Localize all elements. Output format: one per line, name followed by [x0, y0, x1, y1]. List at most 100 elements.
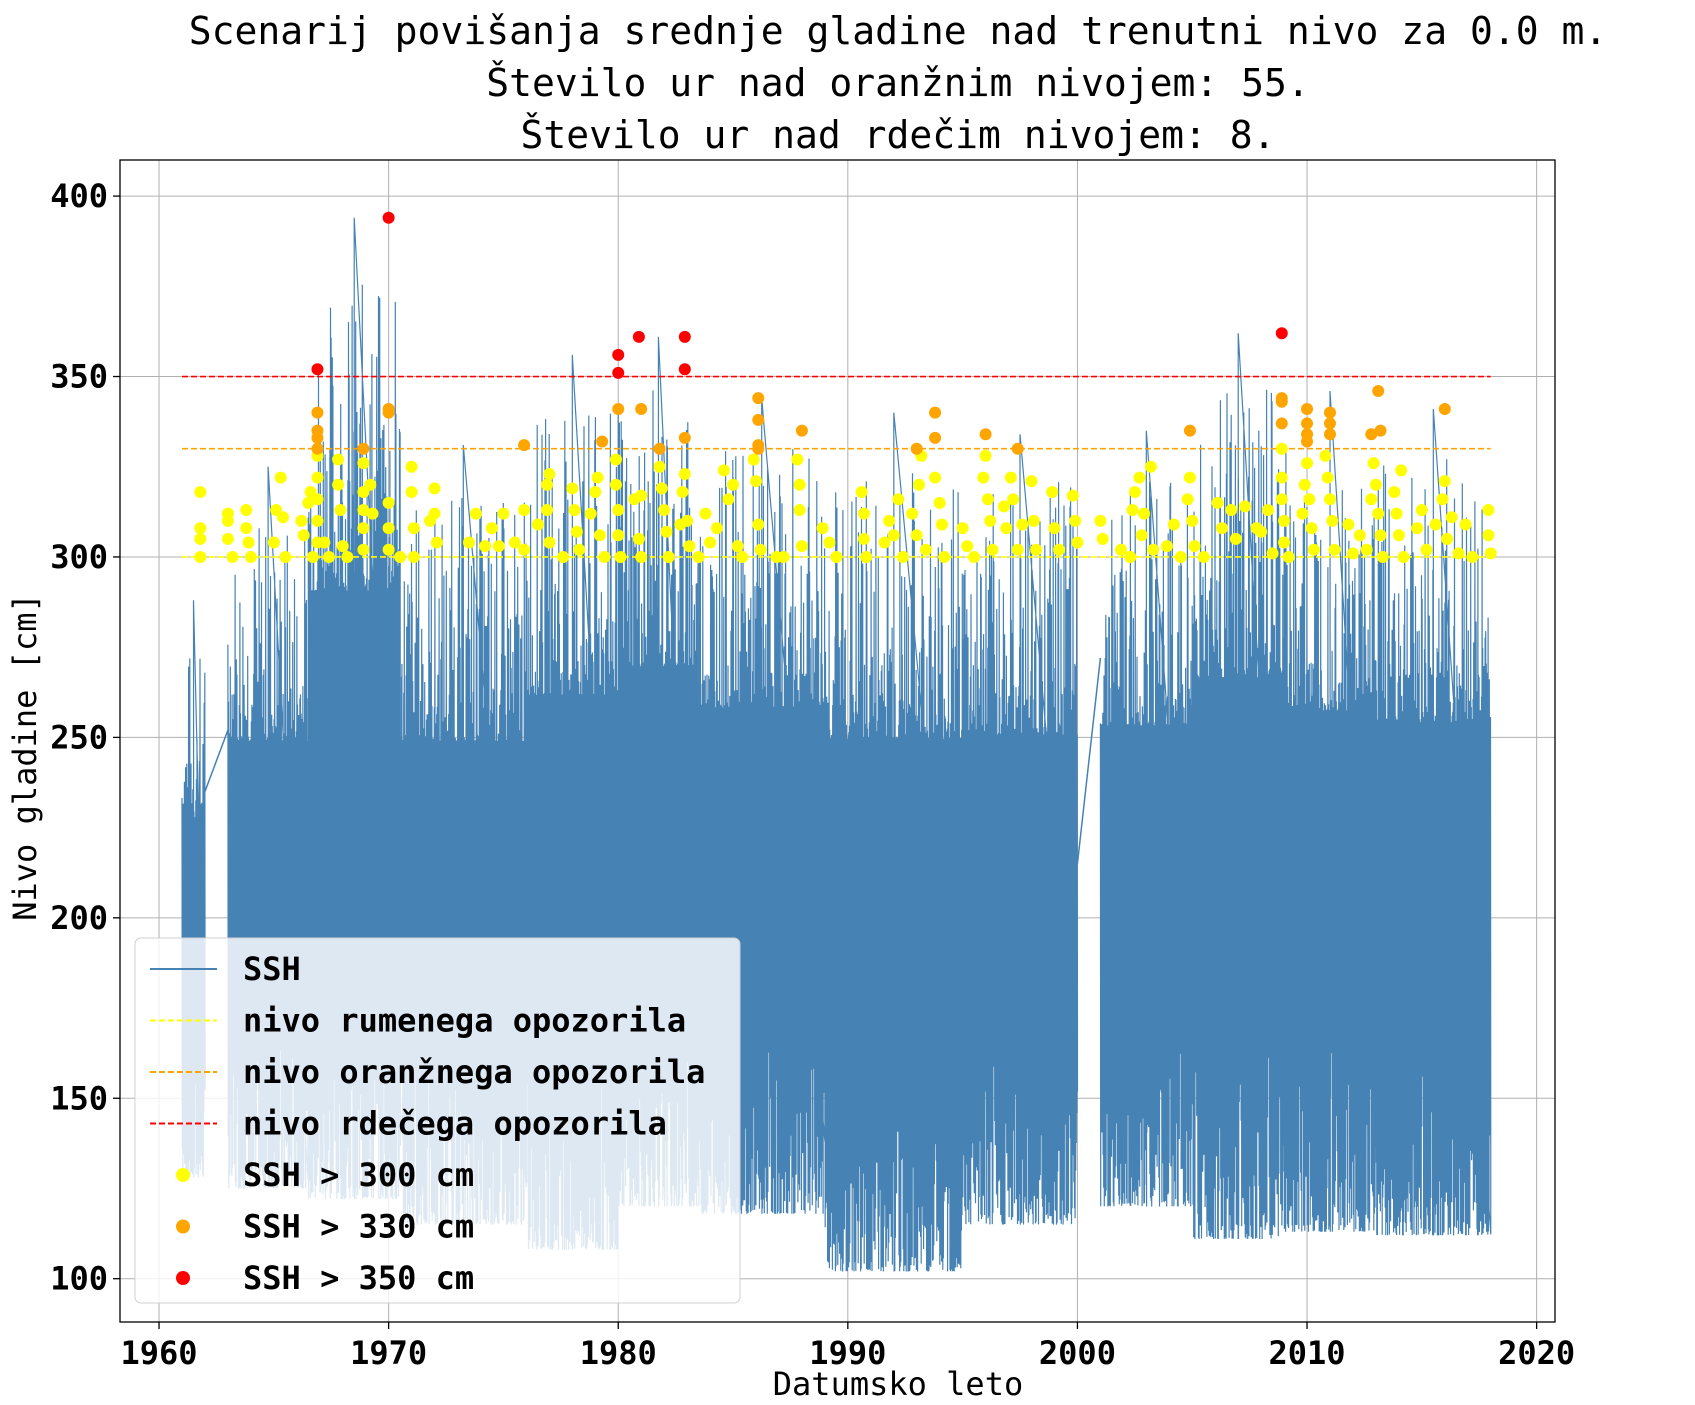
- marker-yellow: [366, 507, 379, 520]
- marker-yellow: [1115, 543, 1128, 556]
- marker-yellow: [919, 543, 932, 556]
- marker-yellow: [956, 522, 969, 535]
- y-tick-label: 200: [50, 899, 108, 937]
- plot-border: [119, 159, 1556, 1323]
- marker-orange: [979, 428, 992, 441]
- marker-yellow: [244, 550, 257, 563]
- marker-yellow: [357, 457, 370, 470]
- marker-yellow: [1126, 504, 1139, 517]
- marker-yellow: [855, 486, 868, 498]
- exceedance-markers: [194, 211, 1497, 563]
- marker-yellow: [929, 471, 942, 484]
- marker-yellow: [1266, 547, 1279, 560]
- chart-title-line-1: Scenarij povišanja srednje gladine nad t…: [189, 9, 1607, 53]
- marker-yellow: [1011, 543, 1024, 556]
- plot-frame: [119, 159, 1556, 1323]
- marker-yellow: [1216, 522, 1229, 535]
- marker-yellow: [878, 536, 891, 549]
- marker-yellow: [1000, 522, 1013, 535]
- marker-yellow: [221, 532, 234, 545]
- marker-orange: [596, 435, 609, 448]
- marker-yellow: [267, 536, 280, 549]
- marker-yellow: [1053, 543, 1066, 556]
- marker-yellow: [1069, 514, 1082, 527]
- marker-yellow: [1048, 522, 1061, 535]
- marker-yellow: [573, 543, 586, 556]
- marker-yellow: [614, 550, 627, 563]
- marker-yellow: [984, 514, 997, 527]
- marker-orange: [1365, 428, 1378, 441]
- marker-orange: [795, 424, 808, 437]
- marker-yellow: [910, 529, 923, 542]
- marker-yellow: [240, 504, 253, 517]
- marker-yellow: [194, 522, 207, 535]
- marker-orange: [1301, 403, 1314, 415]
- marker-orange: [1011, 442, 1024, 455]
- marker-yellow: [589, 486, 602, 498]
- x-tick-label: 1960: [121, 1334, 198, 1372]
- marker-yellow: [1188, 540, 1201, 553]
- marker-yellow: [793, 478, 806, 491]
- marker-yellow: [717, 464, 730, 477]
- marker-orange: [1323, 417, 1336, 430]
- legend-marker: [176, 1271, 190, 1285]
- marker-yellow: [1307, 543, 1320, 556]
- marker-yellow: [1282, 550, 1295, 563]
- marker-yellow: [678, 467, 691, 480]
- marker-yellow: [1411, 522, 1424, 535]
- marker-yellow: [857, 507, 870, 520]
- marker-yellow: [1016, 518, 1029, 531]
- marker-yellow: [1420, 543, 1433, 556]
- marker-yellow: [635, 550, 648, 563]
- marker-yellow: [1275, 493, 1288, 506]
- marker-yellow: [357, 504, 370, 517]
- marker-orange: [635, 403, 648, 415]
- marker-yellow: [1376, 550, 1389, 563]
- marker-yellow: [543, 467, 556, 480]
- marker-yellow: [699, 507, 712, 520]
- marker-yellow: [986, 543, 999, 556]
- marker-yellow: [1278, 536, 1291, 549]
- marker-yellow: [938, 550, 951, 563]
- marker-yellow: [747, 453, 760, 466]
- marker-yellow: [1459, 518, 1472, 531]
- marker-yellow: [430, 536, 443, 549]
- marker-orange: [752, 442, 765, 455]
- marker-orange: [357, 442, 370, 455]
- x-tick-label: 2010: [1269, 1334, 1346, 1372]
- marker-yellow: [311, 471, 324, 484]
- marker-yellow: [635, 489, 648, 502]
- marker-yellow: [1211, 496, 1224, 509]
- marker-yellow: [598, 550, 611, 563]
- marker-yellow: [382, 522, 395, 535]
- marker-yellow: [570, 525, 583, 538]
- legend: SSH nivo rumenega opozorila nivo oranžnega…: [134, 937, 741, 1304]
- marker-yellow: [1296, 507, 1309, 520]
- marker-orange: [1275, 417, 1288, 430]
- marker-yellow: [968, 550, 981, 563]
- marker-yellow: [1229, 532, 1242, 545]
- marker-yellow: [469, 507, 482, 520]
- marker-yellow: [1027, 514, 1040, 527]
- marker-yellow: [1482, 504, 1495, 517]
- marker-yellow: [660, 525, 673, 538]
- marker-yellow: [508, 536, 521, 549]
- marker-orange: [1438, 403, 1451, 415]
- ssh-segment: [307, 217, 401, 1200]
- marker-yellow: [295, 514, 308, 527]
- y-tick-label: 250: [50, 718, 108, 756]
- marker-yellow: [1124, 550, 1137, 563]
- y-tick-label: 400: [50, 177, 108, 215]
- marker-yellow: [655, 482, 668, 495]
- marker-orange: [752, 392, 765, 405]
- legend-label: nivo oranžnega opozorila: [243, 1053, 705, 1091]
- marker-yellow: [405, 460, 418, 473]
- marker-yellow: [1225, 504, 1238, 517]
- marker-yellow: [1135, 529, 1148, 542]
- marker-yellow: [791, 453, 804, 466]
- chart-title: Scenarij povišanja srednje gladine nad t…: [189, 9, 1607, 157]
- y-axis-label: Nivo gladine [cm]: [6, 593, 44, 921]
- marker-red: [612, 366, 625, 379]
- marker-yellow: [1436, 493, 1449, 506]
- marker-orange: [929, 431, 942, 444]
